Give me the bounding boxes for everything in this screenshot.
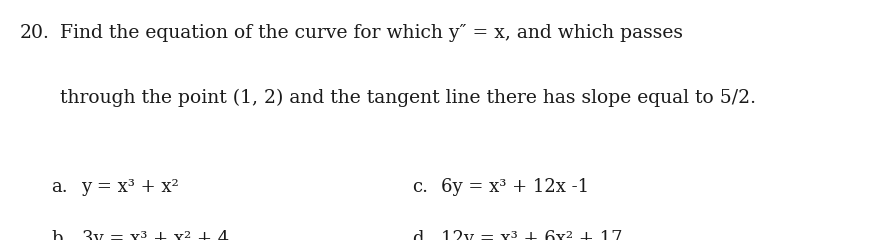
Text: y = x³ + x²: y = x³ + x² (82, 178, 179, 196)
Text: 20.: 20. (19, 24, 50, 42)
Text: Find the equation of the curve for which y″ = x, and which passes: Find the equation of the curve for which… (60, 24, 683, 42)
Text: c.: c. (412, 178, 428, 196)
Text: a.: a. (51, 178, 68, 196)
Text: 3y = x³ + x² + 4: 3y = x³ + x² + 4 (82, 230, 229, 240)
Text: d.: d. (412, 230, 430, 240)
Text: b.: b. (51, 230, 69, 240)
Text: through the point (1, 2) and the tangent line there has slope equal to 5/2.: through the point (1, 2) and the tangent… (60, 89, 757, 107)
Text: 12y = x³ + 6x² + 17: 12y = x³ + 6x² + 17 (441, 230, 623, 240)
Text: 6y = x³ + 12x -1: 6y = x³ + 12x -1 (441, 178, 589, 196)
